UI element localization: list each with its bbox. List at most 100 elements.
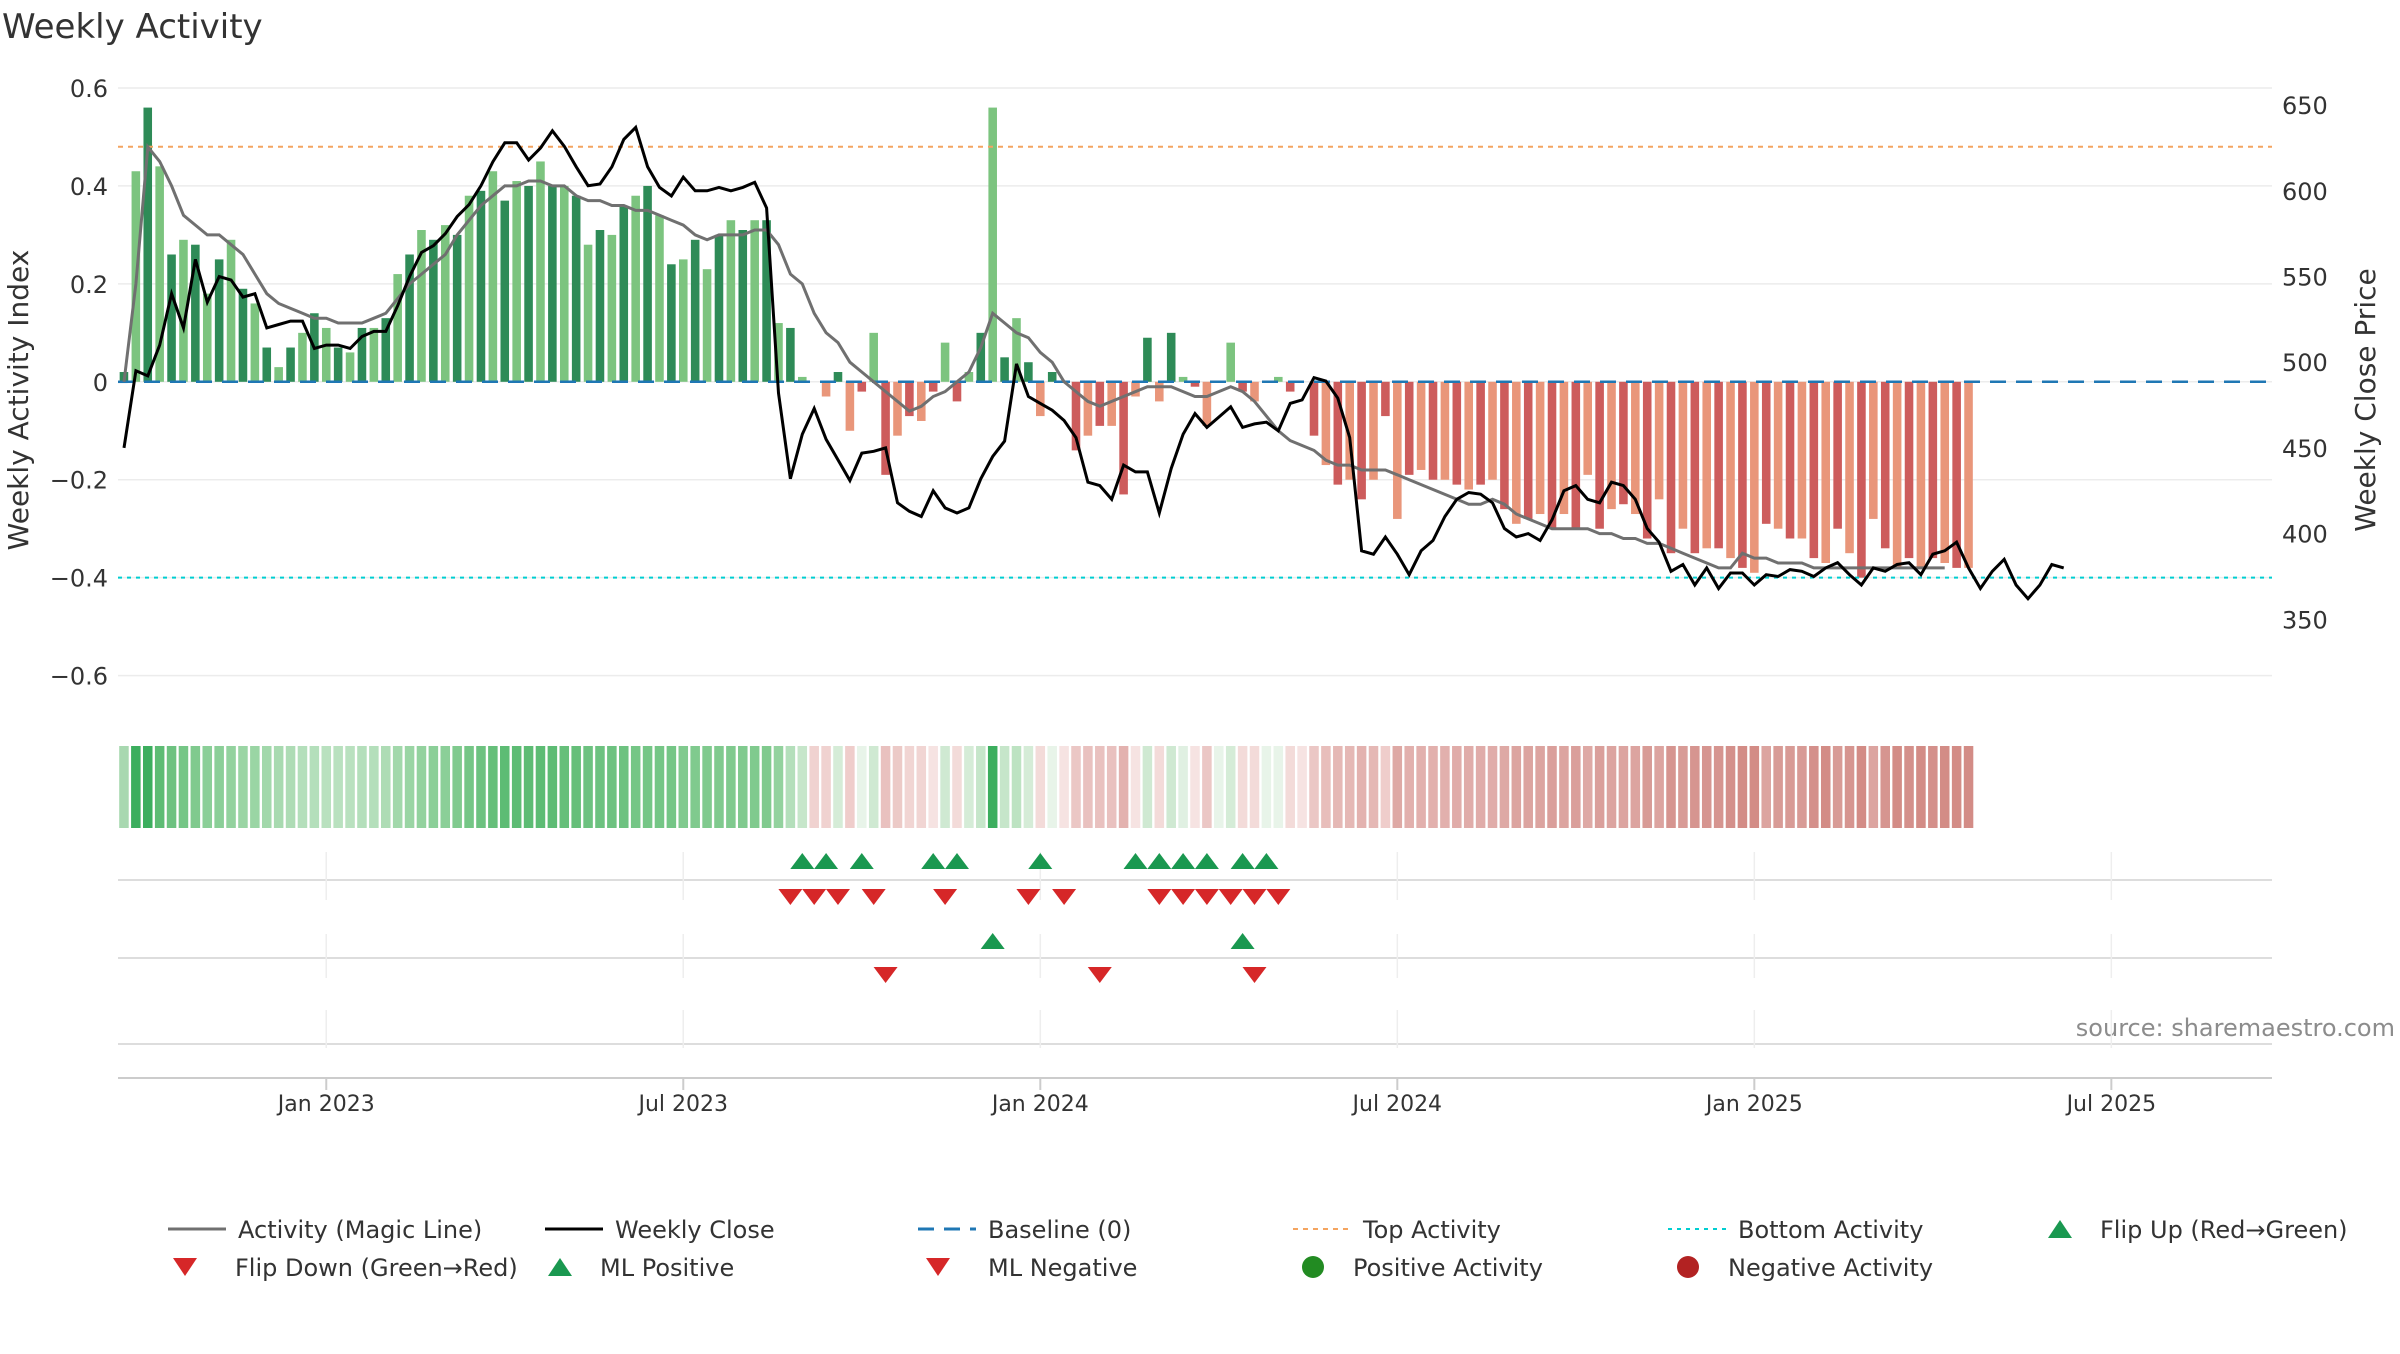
strip-cell [392, 746, 403, 828]
strip-cell [940, 746, 950, 828]
strip-cell [381, 746, 391, 828]
legend-swatch [173, 1258, 197, 1276]
activity-bar [1845, 381, 1854, 554]
source-label: source: sharemaestro.com [2076, 1014, 2395, 1042]
strip-cell [1083, 746, 1093, 828]
activity-bar [429, 239, 438, 382]
strip-cell [1868, 746, 1879, 828]
activity-bar [1488, 381, 1497, 480]
strip-cell [1559, 746, 1569, 828]
ml-positive-marker [980, 933, 1005, 949]
legend-item-magic: Activity (Magic Line) [168, 1216, 482, 1244]
activity-bar [1416, 381, 1426, 470]
strip-cell [1678, 746, 1688, 828]
strip-cell [714, 746, 724, 828]
strip-cell [500, 746, 510, 828]
legend-label: Bottom Activity [1738, 1216, 1923, 1244]
strip-cell [857, 746, 867, 828]
flip-up-marker [1194, 853, 1219, 869]
activity-bar [1916, 381, 1926, 568]
activity-bar [964, 372, 974, 382]
activity-bar [1095, 381, 1105, 426]
strip-cell [809, 746, 819, 828]
strip-cell [1749, 746, 1760, 828]
strip-cell [1047, 746, 1057, 828]
flip-up-marker [944, 853, 969, 869]
strip-cell [987, 746, 998, 828]
strip-cell [1428, 746, 1438, 828]
activity-bar [440, 225, 450, 382]
activity-bar [1714, 381, 1723, 549]
activity-bar [726, 220, 736, 382]
flip-up-marker [814, 853, 839, 869]
activity-bar [1274, 376, 1283, 382]
legend-label: Positive Activity [1353, 1254, 1543, 1282]
flip-up-marker [1123, 853, 1148, 869]
activity-bar [500, 200, 510, 382]
activity-bar [1404, 381, 1414, 475]
activity-bar [1178, 376, 1188, 382]
flip-down-marker [1266, 889, 1291, 905]
activity-bar [1012, 318, 1021, 382]
activity-bar [1333, 381, 1343, 485]
strip-cell [214, 746, 224, 828]
flip-up-marker [921, 853, 946, 869]
y2-axis-label: Weekly Close Price [2349, 268, 2382, 531]
activity-bar [976, 332, 986, 382]
activity-bar [333, 347, 343, 382]
strip-cell [1618, 746, 1629, 828]
activity-bar [1678, 381, 1688, 529]
strip-cell [345, 746, 355, 828]
legend-item-baseline: Baseline (0) [918, 1216, 1131, 1244]
strip-cell [452, 746, 462, 828]
x-tick-label: Jul 2024 [1351, 1092, 1443, 1117]
activity-bar [1892, 381, 1902, 568]
activity-bar [345, 352, 355, 382]
activity-bar [1880, 381, 1890, 549]
weekly-close-line [122, 124, 2065, 601]
strip-cell [1321, 746, 1331, 828]
magic-line [122, 142, 1945, 570]
strip-cell [916, 746, 927, 828]
x-tick-label: Jan 2024 [990, 1092, 1089, 1117]
activity-bar [321, 327, 331, 382]
activity-bar [1809, 381, 1819, 559]
strip-cell [226, 746, 236, 828]
legend-label: Baseline (0) [988, 1216, 1131, 1244]
strip-cell [1582, 746, 1593, 828]
activity-bar [214, 259, 224, 382]
strip-cell [250, 746, 260, 828]
y-tick-label: 0.6 [70, 75, 108, 103]
strip-cell [642, 746, 653, 828]
activity-bar [1559, 381, 1569, 515]
flip-up-marker [1028, 853, 1053, 869]
activity-bar [393, 274, 402, 382]
flip-up-marker [1147, 853, 1172, 869]
ml-negative-marker [1087, 967, 1112, 983]
strip-cell [476, 746, 486, 828]
strip-cell [1904, 746, 1914, 828]
strip-cell [285, 746, 296, 828]
activity-bar [797, 376, 807, 382]
strip-cell [868, 746, 879, 828]
activity-bar [1226, 342, 1235, 382]
strip-cell [1523, 746, 1533, 828]
flip-down-marker [933, 889, 958, 905]
activity-bar [1500, 381, 1509, 510]
strip-cell [797, 746, 808, 828]
strip-cell [1785, 746, 1795, 828]
y2-tick-label: 500 [2282, 349, 2328, 377]
ml-positive-marker [1230, 933, 1255, 949]
strip-cell [273, 746, 284, 828]
strip-cell [1297, 746, 1307, 828]
strip-cell [821, 746, 831, 828]
activity-bar [1107, 381, 1116, 426]
activity-bars [119, 107, 1973, 578]
strip-cell [190, 746, 201, 828]
activity-bar [1190, 381, 1200, 387]
activity-bar [262, 347, 272, 382]
strip-cell [1071, 746, 1081, 828]
activity-bar [1309, 381, 1319, 436]
strip-cell [1820, 746, 1831, 828]
